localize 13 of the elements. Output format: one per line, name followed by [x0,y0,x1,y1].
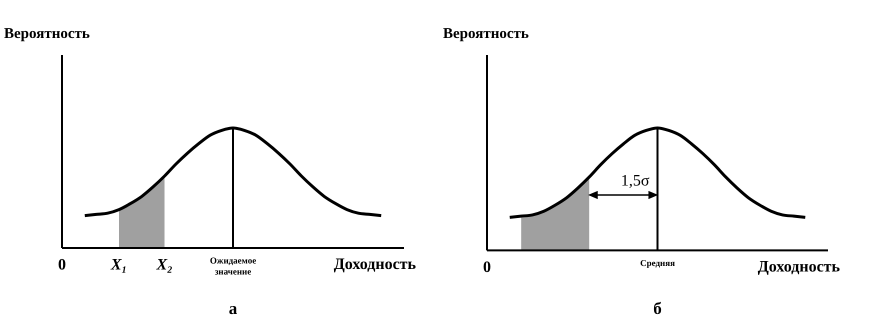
x-tick-label: Ожидаемое значение [210,256,256,277]
text: б [653,299,662,318]
text: а [228,299,238,318]
y-axis-title: Вероятность [443,26,529,42]
x-tick-label: 0 [58,256,66,274]
x-tick-label: Средняя [640,258,676,268]
y-axis-title: Вероятность [4,26,90,42]
x-axis-title: Доходность [758,258,841,276]
x-tick-label: X₁ [110,256,128,274]
x-axis-title: Доходность [334,256,417,274]
x-tick-label: 0 [483,259,491,276]
x-tick-label: X₂ [155,256,173,274]
annotation: 1,5σ [620,172,650,190]
